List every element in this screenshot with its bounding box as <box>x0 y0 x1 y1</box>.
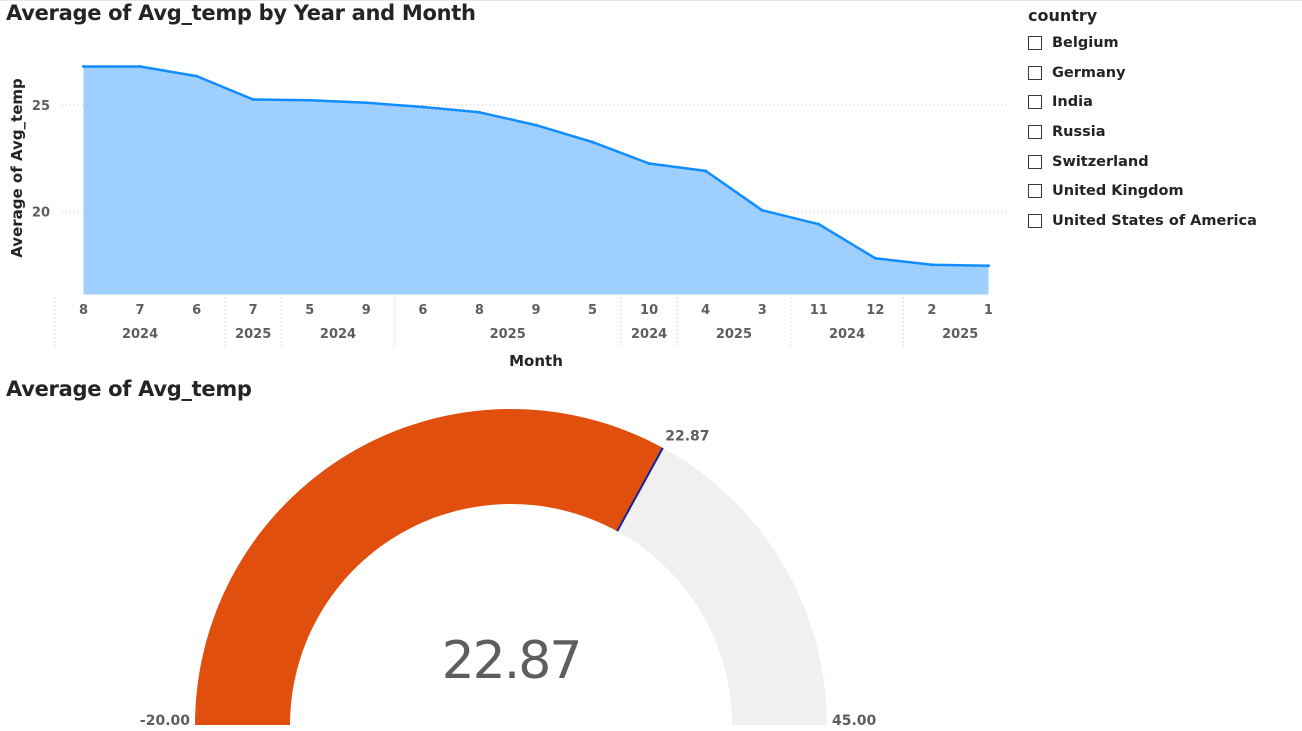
y-tick-label: 25 <box>32 99 50 114</box>
x-tick-label-month: 1 <box>984 303 993 318</box>
slicer-item-india[interactable]: India <box>1028 87 1298 117</box>
data-point <box>477 110 481 114</box>
slicer-item-label: United States of America <box>1052 212 1257 229</box>
x-tick-label-month: 4 <box>701 303 710 318</box>
checkbox-icon[interactable] <box>1028 213 1042 228</box>
checkbox-icon[interactable] <box>1028 184 1042 199</box>
x-tick-label-month: 7 <box>136 303 145 318</box>
slicer-item-united-kingdom[interactable]: United Kingdom <box>1028 176 1298 206</box>
checkbox-icon[interactable] <box>1028 35 1042 50</box>
y-axis-title: Average of Avg_temp <box>8 78 26 258</box>
slicer-item-label: United Kingdom <box>1052 183 1184 200</box>
gauge-value-arc <box>195 409 663 725</box>
checkbox-icon[interactable] <box>1028 65 1042 80</box>
x-tick-label-year: 2025 <box>716 327 752 342</box>
x-tick-label-month: 3 <box>758 303 767 318</box>
slicer-item-label: Russia <box>1052 123 1106 140</box>
data-point <box>82 65 85 68</box>
data-point <box>251 98 255 101</box>
data-point <box>873 256 877 260</box>
data-point <box>986 264 990 268</box>
gauge-chart: 22.87 22.87 -20.00 45.00 <box>140 409 877 729</box>
gauge-target-marker <box>616 447 664 532</box>
slicer-header: country <box>1028 6 1098 25</box>
x-axis-title: Month <box>509 352 563 370</box>
data-point <box>591 140 595 144</box>
x-tick-label-month: 5 <box>588 303 597 318</box>
x-tick-label-year: 2025 <box>235 327 271 342</box>
gauge-callout-value: 22.87 <box>442 631 581 691</box>
data-point <box>930 263 934 267</box>
x-tick-label-month: 5 <box>305 303 314 318</box>
x-tick-label-month: 11 <box>810 303 828 318</box>
data-point <box>364 101 368 105</box>
area-chart-title: Average of Avg_temp by Year and Month <box>6 1 476 25</box>
checkbox-icon[interactable] <box>1028 124 1042 139</box>
x-tick-label-month: 8 <box>475 303 484 318</box>
slicer-item-label: India <box>1052 94 1093 111</box>
gauge-title: Average of Avg_temp <box>6 377 252 401</box>
slicer-item-russia[interactable]: Russia <box>1028 117 1298 147</box>
data-point <box>760 208 764 212</box>
country-slicer: country Belgium Germany India Russia Swi… <box>1028 4 1298 236</box>
y-tick-label: 20 <box>32 205 50 220</box>
data-point <box>308 98 312 102</box>
x-tick-label-year: 2025 <box>942 327 978 342</box>
slicer-item-germany[interactable]: Germany <box>1028 58 1298 88</box>
x-tick-label-month: 7 <box>249 303 258 318</box>
data-point <box>704 169 708 173</box>
data-point <box>817 222 821 226</box>
x-tick-label-month: 6 <box>418 303 427 318</box>
x-tick-label-year: 2024 <box>631 327 667 342</box>
x-tick-label-year: 2024 <box>122 327 158 342</box>
x-tick-label-month: 9 <box>531 303 540 318</box>
slicer-item-united-states-of-america[interactable]: United States of America <box>1028 206 1298 236</box>
data-point <box>421 105 425 109</box>
data-point <box>138 65 142 68</box>
checkbox-icon[interactable] <box>1028 154 1042 169</box>
area-fill <box>83 66 989 295</box>
gauge-max-label: 45.00 <box>832 713 877 729</box>
slicer-item-label: Switzerland <box>1052 153 1149 170</box>
slicer-item-belgium[interactable]: Belgium <box>1028 28 1298 58</box>
x-tick-label-month: 2 <box>927 303 936 318</box>
slicer-item-label: Germany <box>1052 64 1126 81</box>
x-tick-label-month: 12 <box>866 303 884 318</box>
x-tick-label-year: 2024 <box>829 327 865 342</box>
x-tick-label-year: 2025 <box>490 327 526 342</box>
gauge-min-label: -20.00 <box>140 713 190 729</box>
x-tick-label-month: 6 <box>192 303 201 318</box>
top-border <box>0 0 1302 1</box>
x-tick-label-month: 10 <box>640 303 658 318</box>
checkbox-icon[interactable] <box>1028 95 1042 110</box>
data-point <box>195 74 199 78</box>
x-tick-label-month: 8 <box>79 303 88 318</box>
slicer-item-switzerland[interactable]: Switzerland <box>1028 147 1298 177</box>
slicer-item-label: Belgium <box>1052 34 1119 51</box>
x-tick-label-month: 9 <box>362 303 371 318</box>
gauge-target-label: 22.87 <box>665 428 709 444</box>
data-point <box>534 123 538 127</box>
x-tick-label-year: 2024 <box>320 327 356 342</box>
data-point <box>647 162 651 165</box>
